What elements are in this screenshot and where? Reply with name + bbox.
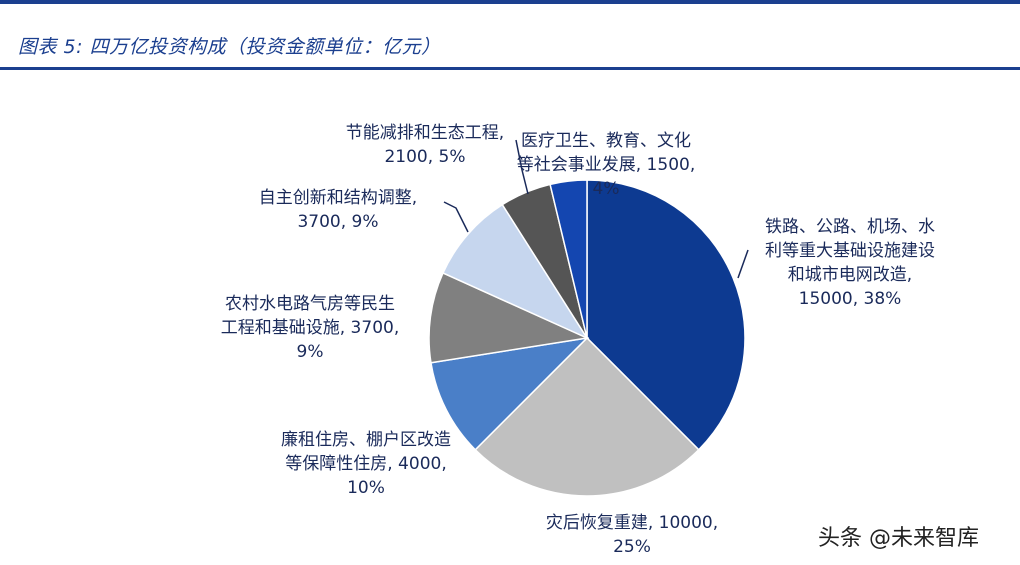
slice-label: 铁路、公路、机场、水利等重大基础设施建设和城市电网改造, 15000, 38% [765,217,935,309]
slice-label: 农村水电路气房等民生工程和基础设施, 3700, 9% [221,294,399,362]
slice-label-line: 利等重大基础设施建设 [765,241,935,261]
watermark: 头条 @未来智库 [818,526,979,551]
title-bar: 图表 5: 四万亿投资构成（投资金额单位：亿元） [0,0,1020,70]
pie-slice [442,203,589,340]
pie-slice [474,336,700,497]
top-rule [0,0,1020,4]
slice-label-line: 自主创新和结构调整, [259,188,417,208]
slice-label-line: 节能减排和生态工程, [346,123,504,143]
slice-label-line: 灾后恢复重建, 10000, [546,513,718,533]
slice-label-line: 25% [613,537,651,557]
slice-label: 医疗卫生、教育、文化等社会事业发展, 1500, 4% [517,131,695,199]
slice-label-line: 铁路、公路、机场、水 [765,217,935,237]
slice-label: 节能减排和生态工程, 2100, 5% [346,123,504,167]
slice-label-line: 和城市电网改造, [788,265,912,285]
leader-line [515,139,529,195]
slice-label-line: 农村水电路气房等民生 [225,294,395,314]
slice-label-line: 15000, 38% [799,289,902,309]
title-rule [0,67,1020,70]
slice-label-line: 10% [347,478,385,498]
slice-label-line: 4% [593,179,620,199]
slice-label-line: 9% [297,342,324,362]
pie-slice [549,179,588,339]
slice-label-line: 廉租住房、棚户区改造 [281,430,451,450]
slice-label: 灾后恢复重建, 10000, 25% [546,513,718,557]
pie-slice [428,271,590,364]
slice-label-line: 2100, 5% [384,147,465,167]
leader-line [737,249,749,279]
slice-label-line: 等保障性住房, 4000, [285,454,446,474]
slice-label: 自主创新和结构调整, 3700, 9% [259,188,417,232]
slice-label-line: 医疗卫生、教育、文化 [521,131,691,151]
pie-slice [586,179,746,451]
slice-label-line: 工程和基础设施, 3700, [221,318,399,338]
leader-line [443,201,469,233]
slice-label-line: 3700, 9% [297,212,378,232]
pie-slice [430,336,590,451]
slice-label: 廉租住房、棚户区改造等保障性住房, 4000, 10% [281,430,451,498]
slice-label-line: 等社会事业发展, 1500, [517,155,695,175]
page-title: 图表 5: 四万亿投资构成（投资金额单位：亿元） [18,36,441,58]
